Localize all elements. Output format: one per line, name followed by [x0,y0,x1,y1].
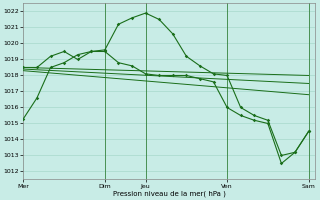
X-axis label: Pression niveau de la mer( hPa ): Pression niveau de la mer( hPa ) [113,190,226,197]
